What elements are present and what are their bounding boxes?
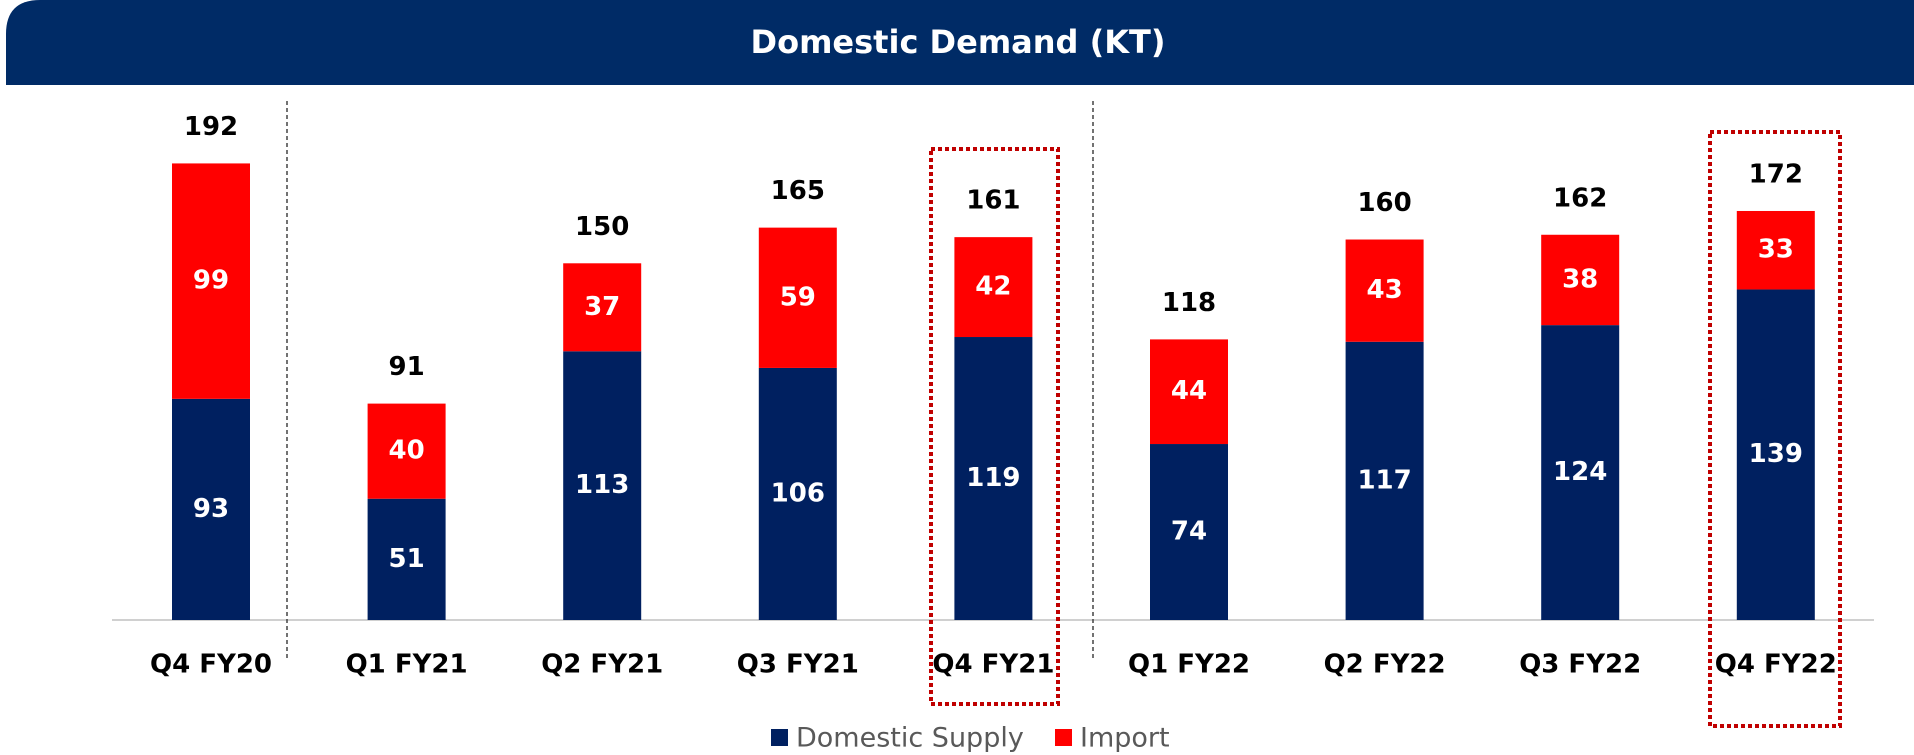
- segment-label: 124: [1553, 457, 1607, 487]
- segment-label: 42: [975, 272, 1011, 302]
- bar-segment: [172, 163, 250, 399]
- x-tick-label: Q2 FY22: [1324, 650, 1446, 680]
- x-tick-label: Q1 FY21: [346, 650, 468, 680]
- legend-label: Domestic Supply: [796, 723, 1024, 754]
- bar-segment: [367, 498, 446, 620]
- x-tick-label: Q2 FY21: [541, 650, 663, 680]
- bar-segment: [1736, 289, 1815, 620]
- bar-segment: [367, 403, 446, 499]
- bar-segment: [1150, 339, 1228, 445]
- x-tick-label: Q4 FY20: [150, 650, 272, 680]
- total-label: 192: [184, 112, 238, 142]
- total-label: 160: [1357, 188, 1411, 218]
- bar-segment: [1345, 341, 1424, 620]
- legend-label: Import: [1080, 723, 1170, 754]
- total-label: 162: [1553, 183, 1607, 213]
- total-label: 118: [1162, 288, 1216, 318]
- bar-segment: [1541, 325, 1620, 620]
- bar-segment: [1736, 210, 1815, 290]
- segment-label: 43: [1367, 275, 1403, 305]
- segment-label: 38: [1562, 264, 1598, 294]
- chart-title: Domestic Demand (KT): [751, 23, 1166, 61]
- total-label: 165: [771, 176, 825, 206]
- x-tick-label: Q3 FY21: [737, 650, 859, 680]
- legend-swatch: [771, 729, 788, 746]
- segment-label: 106: [771, 478, 825, 508]
- segment-label: 44: [1171, 376, 1207, 406]
- bar-segment: [172, 398, 250, 620]
- bar-segment: [758, 367, 837, 620]
- bar-segment: [954, 237, 1033, 338]
- x-tick-label: Q4 FY22: [1715, 650, 1837, 680]
- segment-label: 33: [1758, 235, 1794, 265]
- x-tick-label: Q3 FY22: [1519, 650, 1641, 680]
- x-tick-label: Q1 FY22: [1128, 650, 1250, 680]
- total-label: 150: [575, 212, 629, 242]
- segment-label: 117: [1357, 465, 1411, 495]
- segment-label: 139: [1749, 439, 1803, 469]
- segment-label: 93: [193, 494, 229, 524]
- segment-label: 51: [389, 544, 425, 574]
- segment-label: 99: [193, 266, 229, 296]
- bar-segment: [563, 351, 642, 620]
- bar-segment: [1150, 444, 1228, 620]
- segment-label: 40: [389, 436, 425, 466]
- total-label: 91: [389, 352, 425, 382]
- total-label: 161: [966, 186, 1020, 216]
- total-label: 172: [1749, 159, 1803, 189]
- x-tick-label: Q4 FY21: [932, 650, 1054, 680]
- segment-label: 113: [575, 470, 629, 500]
- bar-segment: [954, 337, 1033, 620]
- legend-swatch: [1055, 729, 1072, 746]
- bar-segment: [1541, 234, 1620, 326]
- header-band: [6, 0, 1914, 85]
- segment-label: 59: [780, 282, 816, 312]
- highlight-box: [929, 147, 1060, 706]
- bar-segment: [758, 227, 837, 368]
- segment-label: 37: [584, 292, 620, 322]
- bar-segment: [1345, 239, 1424, 342]
- segment-label: 74: [1171, 517, 1207, 547]
- highlight-box: [1708, 130, 1842, 728]
- bar-segment: [563, 263, 642, 352]
- segment-label: 119: [966, 463, 1020, 493]
